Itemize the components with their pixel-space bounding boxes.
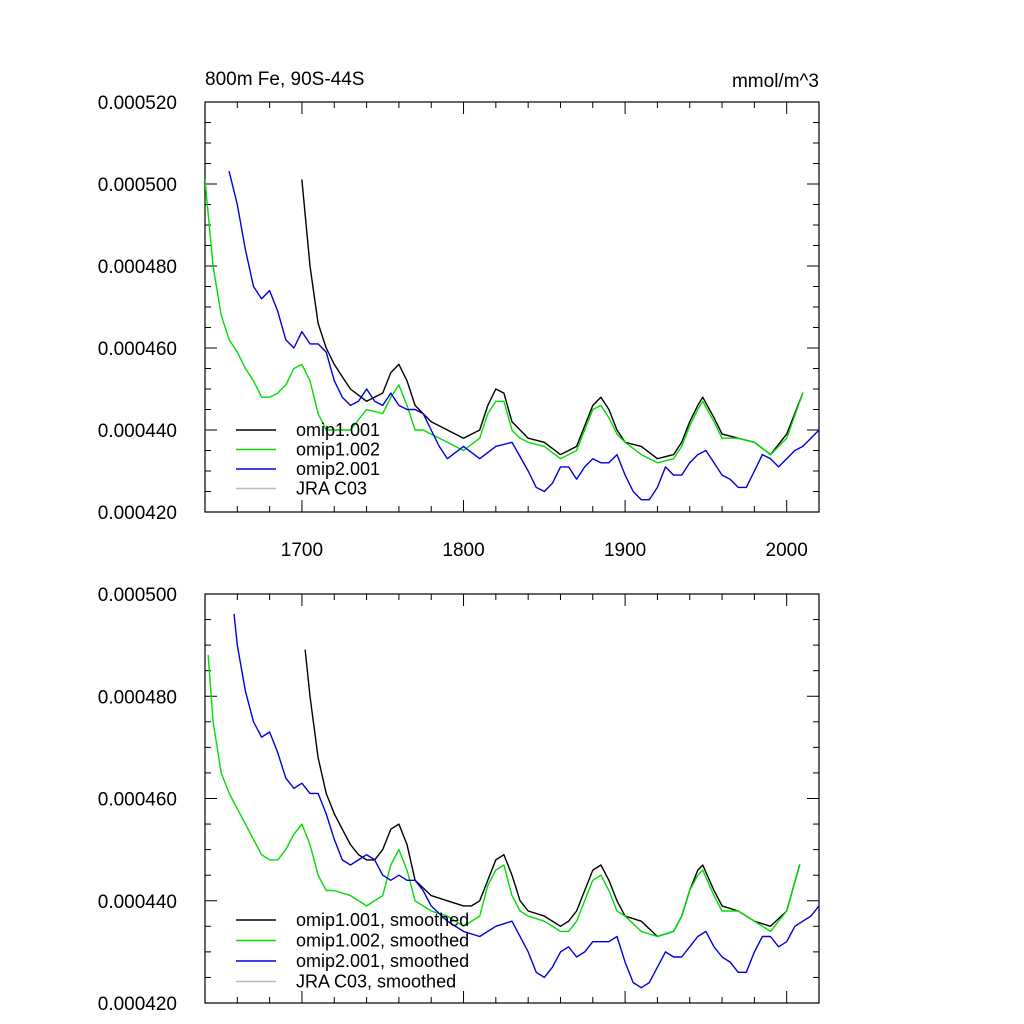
y-tick-label: 0.000440 <box>98 421 177 442</box>
legend-label: omip2.001 <box>296 459 380 479</box>
legend-label: JRA C03 <box>296 479 367 499</box>
legend-label: omip1.002, smoothed <box>296 931 469 951</box>
y-tick-label: 0.000520 <box>98 93 177 114</box>
series-line-omip1-002-smoothed <box>207 654 801 938</box>
legend-label: omip1.002 <box>296 440 380 460</box>
x-tick-label: 1800 <box>442 540 484 561</box>
x-tick-label: 2000 <box>766 540 808 561</box>
bottom-panel: 0.000420 0.000440 0.000460 0.000480 0.000500… <box>98 585 820 1015</box>
legend-label: omip2.001, smoothed <box>296 951 469 971</box>
y-tick-label: 0.000480 <box>98 257 177 278</box>
series-line-omip1-002 <box>205 179 804 464</box>
top-panel: 800m Fe, 90S-44S mmol/m^3 0.000420 0.0004… <box>98 69 820 561</box>
series-line-omip1-001-smoothed <box>304 649 801 938</box>
series-line-omip2-001 <box>228 171 819 501</box>
y-tick-label: 0.000460 <box>98 339 177 360</box>
y-tick-label: 0.000460 <box>98 790 177 811</box>
y-tick-label: 0.000480 <box>98 687 177 708</box>
series-line-omip1-001 <box>301 179 804 460</box>
y-tick-label: 0.000420 <box>98 503 177 524</box>
legend-label: JRA C03, smoothed <box>296 972 456 992</box>
y-tick-label: 0.000500 <box>98 175 177 196</box>
x-tick-label: 1700 <box>281 540 323 561</box>
y-tick-label: 0.000440 <box>98 892 177 913</box>
y-tick-label: 0.000500 <box>98 585 177 606</box>
legend-label: omip1.001, smoothed <box>296 910 469 930</box>
y-tick-label: 0.000420 <box>98 994 177 1015</box>
series-line-omip2-001-smoothed <box>233 613 819 989</box>
x-tick-label: 1900 <box>604 540 646 561</box>
legend-label: omip1.001 <box>296 420 380 440</box>
chart-units-label: mmol/m^3 <box>732 71 819 92</box>
chart-title-left: 800m Fe, 90S-44S <box>205 69 364 90</box>
